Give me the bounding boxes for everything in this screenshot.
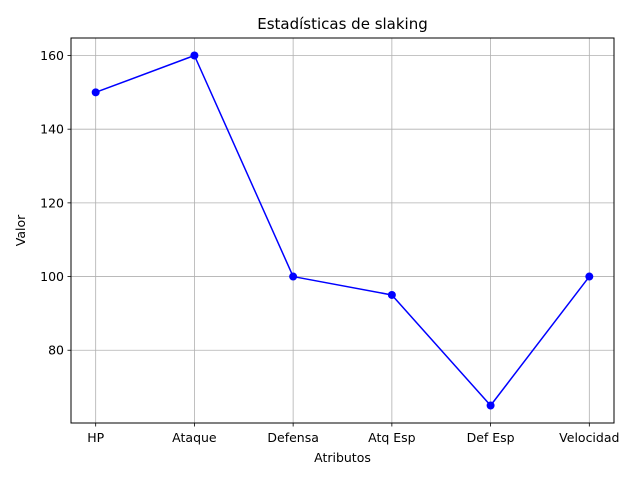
y-tick-label: 160	[40, 48, 64, 63]
data-point	[486, 401, 495, 410]
data-point	[387, 290, 396, 299]
y-axis-label: Valor	[13, 214, 28, 246]
x-tick-label: Ataque	[172, 430, 217, 445]
y-tick-label: 120	[40, 195, 64, 210]
x-axis-label: Atributos	[314, 450, 371, 465]
y-tick-label: 80	[48, 343, 64, 358]
x-tick-label: Atq Esp	[368, 430, 416, 445]
data-series	[91, 51, 594, 410]
x-tick-label: HP	[87, 430, 104, 445]
data-point	[190, 51, 199, 60]
axis-ticks: HP Ataque Defensa Atq Esp Def Esp Velocidad 80…	[40, 48, 619, 445]
y-tick-label: 140	[40, 122, 64, 137]
x-tick-label: Defensa	[267, 430, 319, 445]
series-line	[95, 54, 590, 407]
data-point	[289, 272, 298, 281]
chart-title: Estadísticas de slaking	[257, 15, 428, 33]
data-point	[91, 88, 100, 97]
grid-lines	[71, 38, 614, 423]
plot-frame	[70, 37, 615, 424]
y-tick-label: 100	[40, 269, 64, 284]
data-point	[585, 272, 594, 281]
x-tick-label: Velocidad	[559, 430, 619, 445]
x-tick-label: Def Esp	[467, 430, 515, 445]
